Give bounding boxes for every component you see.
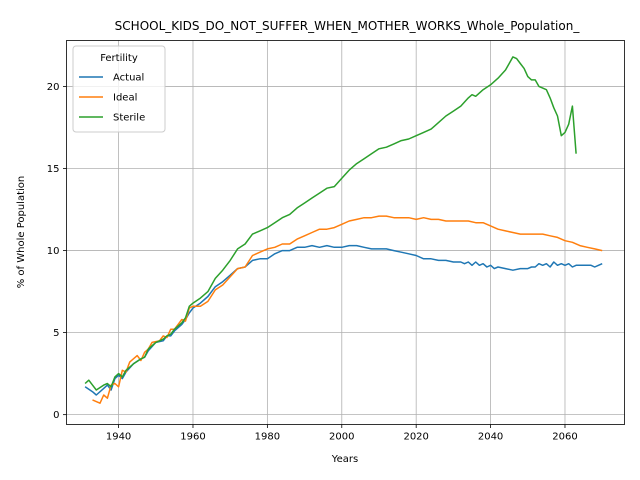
legend-box — [72, 45, 166, 133]
chart-title: SCHOOL_KIDS_DO_NOT_SUFFER_WHEN_MOTHER_WO… — [115, 19, 581, 33]
legend-title: Fertility — [100, 53, 138, 64]
x-tick-label: 1980 — [255, 432, 280, 443]
plot-area — [66, 40, 625, 425]
y-tick-label: 15 — [47, 164, 60, 175]
series-line-actual — [84, 244, 603, 396]
series-line-sterile — [84, 56, 577, 391]
x-tick-label: 1940 — [106, 432, 131, 443]
legend-label-ideal: Ideal — [113, 93, 137, 104]
y-axis-label: % of Whole Population — [16, 176, 27, 289]
y-axis-ticks: 0 5 10 15 20 — [47, 82, 67, 421]
legend: Fertility Actual Ideal Sterile — [72, 45, 166, 133]
y-tick-label: 20 — [47, 82, 60, 93]
x-axis-label: Years — [331, 454, 358, 465]
series-line-ideal — [92, 215, 603, 404]
y-tick-label: 0 — [53, 410, 59, 421]
x-axis-ticks: 1940 1960 1980 2000 2020 2040 2060 — [106, 424, 578, 443]
x-tick-label: 1960 — [180, 432, 205, 443]
y-tick-label: 5 — [53, 328, 59, 339]
legend-label-sterile: Sterile — [113, 113, 145, 124]
x-tick-label: 2040 — [478, 432, 503, 443]
x-tick-label: 2060 — [552, 432, 577, 443]
x-tick-label: 2020 — [403, 432, 428, 443]
series-lines — [84, 56, 603, 404]
y-tick-label: 10 — [47, 246, 60, 257]
legend-label-actual: Actual — [113, 73, 144, 84]
x-tick-label: 2000 — [329, 432, 354, 443]
